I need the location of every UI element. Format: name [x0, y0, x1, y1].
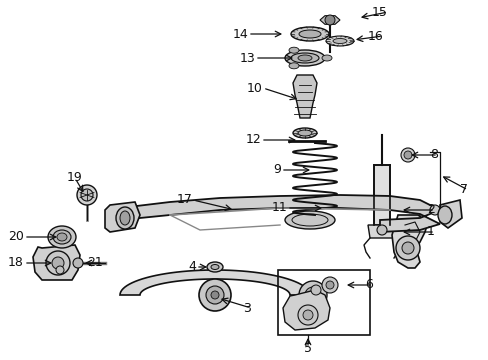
Text: 15: 15: [371, 5, 387, 18]
Ellipse shape: [120, 211, 130, 225]
Ellipse shape: [285, 50, 325, 66]
Ellipse shape: [290, 53, 318, 63]
Text: 20: 20: [8, 230, 24, 243]
Text: 19: 19: [67, 171, 82, 184]
Text: 21: 21: [87, 256, 103, 270]
Ellipse shape: [332, 39, 346, 44]
Circle shape: [52, 257, 64, 269]
Circle shape: [297, 305, 317, 325]
Polygon shape: [120, 270, 309, 295]
Text: 9: 9: [273, 163, 281, 176]
Circle shape: [210, 291, 219, 299]
Circle shape: [298, 281, 326, 309]
Circle shape: [310, 285, 320, 295]
Ellipse shape: [116, 207, 134, 229]
Polygon shape: [120, 195, 439, 232]
Polygon shape: [283, 290, 329, 330]
Circle shape: [46, 251, 70, 275]
Ellipse shape: [325, 36, 353, 46]
Ellipse shape: [210, 265, 219, 270]
Ellipse shape: [437, 206, 451, 224]
Circle shape: [400, 148, 414, 162]
Ellipse shape: [292, 128, 316, 138]
Text: 8: 8: [429, 148, 437, 162]
Polygon shape: [105, 202, 140, 232]
Circle shape: [401, 242, 413, 254]
Text: 3: 3: [243, 301, 250, 315]
Text: 12: 12: [245, 134, 261, 147]
Circle shape: [403, 151, 411, 159]
Polygon shape: [292, 75, 316, 118]
Ellipse shape: [206, 262, 223, 272]
Ellipse shape: [290, 27, 328, 41]
Ellipse shape: [297, 130, 311, 136]
Circle shape: [299, 285, 319, 305]
Text: 5: 5: [304, 342, 311, 355]
Circle shape: [325, 15, 334, 25]
Circle shape: [81, 189, 93, 201]
Text: 4: 4: [188, 261, 196, 274]
Polygon shape: [319, 16, 339, 24]
Text: 18: 18: [8, 256, 24, 270]
Circle shape: [325, 281, 333, 289]
Circle shape: [73, 258, 83, 268]
Ellipse shape: [57, 233, 67, 241]
Circle shape: [376, 225, 386, 235]
Circle shape: [395, 236, 419, 260]
Ellipse shape: [285, 211, 334, 229]
Ellipse shape: [297, 55, 311, 61]
Polygon shape: [391, 215, 427, 268]
Text: 2: 2: [426, 203, 434, 216]
Ellipse shape: [288, 47, 298, 53]
Text: 10: 10: [246, 81, 263, 94]
Text: 11: 11: [271, 202, 286, 215]
Text: 13: 13: [239, 51, 254, 64]
Text: 6: 6: [365, 279, 372, 292]
Circle shape: [303, 310, 312, 320]
Circle shape: [305, 287, 320, 303]
Text: 17: 17: [177, 193, 193, 207]
Text: 7: 7: [459, 184, 467, 197]
Circle shape: [56, 266, 64, 274]
Text: 1: 1: [426, 225, 434, 238]
Polygon shape: [33, 245, 80, 280]
Ellipse shape: [48, 226, 76, 248]
Circle shape: [205, 286, 224, 304]
Bar: [278, 270, 369, 335]
Polygon shape: [373, 165, 389, 225]
Circle shape: [199, 279, 230, 311]
Polygon shape: [439, 200, 461, 228]
Text: 14: 14: [232, 27, 247, 40]
Polygon shape: [367, 225, 395, 238]
Circle shape: [305, 290, 314, 300]
Ellipse shape: [298, 30, 320, 38]
Ellipse shape: [53, 230, 71, 244]
Circle shape: [77, 185, 97, 205]
Circle shape: [321, 277, 337, 293]
Circle shape: [429, 205, 439, 215]
Text: 16: 16: [366, 30, 382, 42]
Ellipse shape: [321, 55, 331, 61]
Ellipse shape: [288, 63, 298, 69]
